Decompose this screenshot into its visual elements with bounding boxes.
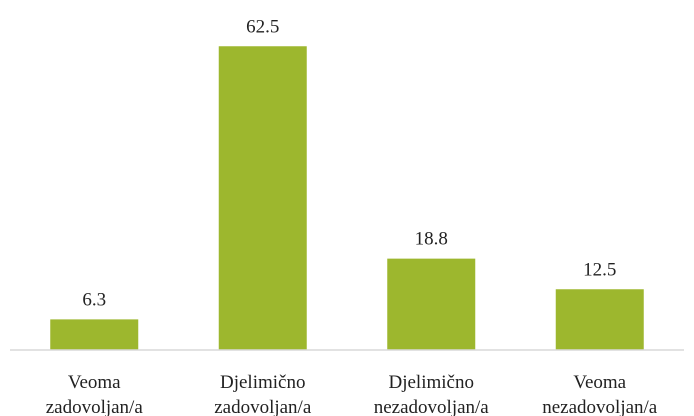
category-label-line: Veoma xyxy=(68,372,121,393)
category-label-djelimicno-nezadovoljan-a: Djelimično nezadovoljan/a xyxy=(374,372,490,416)
data-labels-group: 6.3 62.5 18.8 12.5 xyxy=(82,16,616,310)
category-label-line: nezadovoljan/a xyxy=(542,397,658,416)
category-label-veoma-nezadovoljan-a: Veoma nezadovoljan/a xyxy=(542,372,658,416)
data-label-veoma-zadovoljan-a: 6.3 xyxy=(82,289,106,310)
data-label-djelimicno-zadovoljan-a: 62.5 xyxy=(246,16,279,37)
category-label-line: Djelimično xyxy=(220,372,305,393)
bar-djelimicno-nezadovoljan-a xyxy=(387,258,476,350)
category-label-line: Veoma xyxy=(573,372,626,393)
bar-djelimicno-zadovoljan-a xyxy=(218,46,307,350)
bars-group xyxy=(50,46,644,350)
category-label-line: nezadovoljan/a xyxy=(374,397,490,416)
category-label-line: zadovoljan/a xyxy=(214,397,312,416)
category-label-line: Djelimično xyxy=(389,372,474,393)
category-label-djelimicno-zadovoljan-a: Djelimično zadovoljan/a xyxy=(214,372,312,416)
data-label-djelimicno-nezadovoljan-a: 18.8 xyxy=(415,229,448,250)
data-label-veoma-nezadovoljan-a: 12.5 xyxy=(583,259,616,280)
bar-veoma-nezadovoljan-a xyxy=(555,289,644,350)
bar-veoma-zadovoljan-a xyxy=(50,319,139,350)
category-label-line: zadovoljan/a xyxy=(46,397,144,416)
category-label-veoma-zadovoljan-a: Veoma zadovoljan/a xyxy=(46,372,144,416)
